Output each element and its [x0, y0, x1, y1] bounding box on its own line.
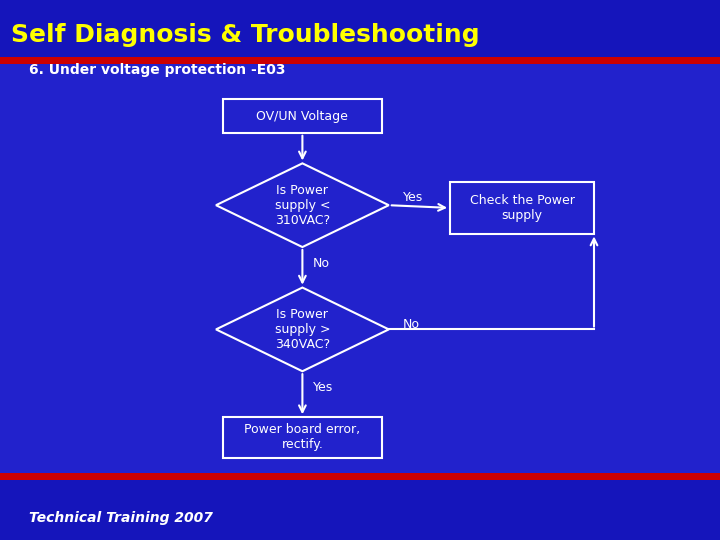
Text: Is Power
supply <
310VAC?: Is Power supply < 310VAC? [274, 184, 330, 227]
Text: Yes: Yes [403, 191, 423, 204]
Text: Self Diagnosis & Troubleshooting: Self Diagnosis & Troubleshooting [11, 23, 480, 47]
Bar [223, 417, 382, 458]
Text: No: No [313, 256, 330, 270]
Bar [0, 480, 720, 540]
Text: Check the Power
supply: Check the Power supply [469, 194, 575, 222]
Text: Is Power
supply >
340VAC?: Is Power supply > 340VAC? [274, 308, 330, 351]
Text: Yes: Yes [313, 381, 333, 394]
Bar [450, 183, 594, 233]
Text: Power board error,
rectify.: Power board error, rectify. [244, 423, 361, 451]
Text: OV/UN Voltage: OV/UN Voltage [256, 110, 348, 123]
Text: 6. Under voltage protection -E03: 6. Under voltage protection -E03 [29, 63, 285, 77]
Bar [0, 0, 720, 57]
Polygon shape [216, 287, 389, 372]
Bar [0, 472, 720, 480]
Polygon shape [216, 163, 389, 247]
Text: Technical Training 2007: Technical Training 2007 [29, 511, 212, 525]
Bar [223, 99, 382, 133]
Bar [0, 57, 720, 64]
Text: No: No [403, 318, 420, 330]
